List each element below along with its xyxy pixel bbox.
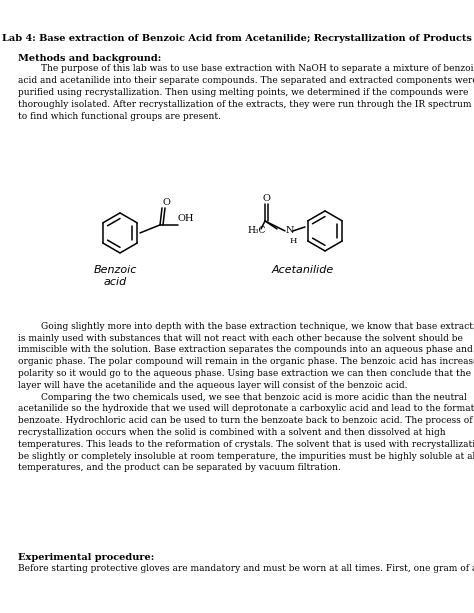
- Text: Methods and background:: Methods and background:: [18, 54, 161, 63]
- Text: The purpose of this lab was to use base extraction with NaOH to separate a mixtu: The purpose of this lab was to use base …: [18, 64, 474, 121]
- Text: Experimental procedure:: Experimental procedure:: [18, 553, 154, 562]
- Text: H₃C: H₃C: [247, 226, 265, 235]
- Text: OH: OH: [178, 214, 194, 223]
- Text: Benzoic
acid: Benzoic acid: [93, 265, 137, 286]
- Text: O: O: [163, 198, 171, 207]
- Text: H: H: [290, 237, 297, 245]
- Text: N: N: [286, 226, 294, 235]
- Text: O: O: [262, 194, 270, 203]
- Text: Acetanilide: Acetanilide: [272, 265, 334, 275]
- Text: Lab 4: Base extraction of Benzoic Acid from Acetanilide; Recrystallization of Pr: Lab 4: Base extraction of Benzoic Acid f…: [2, 34, 472, 44]
- Text: Going slightly more into depth with the base extraction technique, we know that : Going slightly more into depth with the …: [18, 322, 474, 473]
- Text: Before starting protective gloves are mandatory and must be worn at all times. F: Before starting protective gloves are ma…: [18, 564, 474, 573]
